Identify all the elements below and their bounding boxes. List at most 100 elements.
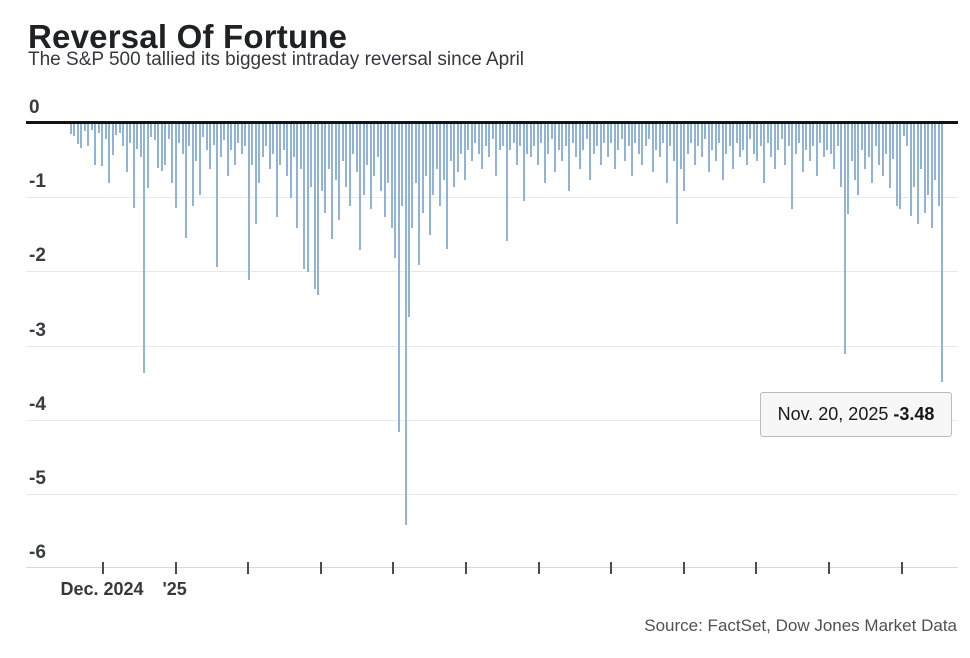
bar[interactable] [481,124,484,169]
bar[interactable] [97,124,100,133]
bar[interactable] [676,124,679,225]
bar[interactable] [251,124,254,165]
bar[interactable] [620,124,623,139]
bar[interactable] [411,124,414,228]
bar[interactable] [150,124,153,138]
bar[interactable] [153,124,156,141]
bar[interactable] [174,124,177,208]
bar[interactable] [683,124,686,191]
bar[interactable] [306,124,309,273]
bar[interactable] [94,124,97,165]
bar[interactable] [805,124,808,150]
bar[interactable] [784,124,787,165]
bar[interactable] [205,124,208,150]
bar[interactable] [303,124,306,269]
bar[interactable] [686,124,689,154]
bar[interactable] [812,124,815,147]
bar[interactable] [348,124,351,206]
bar[interactable] [380,124,383,191]
bar[interactable] [791,124,794,210]
bar[interactable] [171,124,174,184]
bar[interactable] [878,124,881,165]
bar[interactable] [665,124,668,184]
bar[interactable] [606,124,609,158]
bar[interactable] [324,124,327,213]
bar[interactable] [258,124,261,184]
bar[interactable] [265,124,268,147]
bar[interactable] [557,124,560,150]
bar[interactable] [240,124,243,154]
bar[interactable] [359,124,362,251]
bar[interactable] [739,124,741,158]
bar[interactable] [777,124,780,150]
bar[interactable] [554,124,557,173]
bar[interactable] [895,124,898,206]
bar[interactable] [735,124,738,143]
bar[interactable] [432,124,435,195]
bar[interactable] [829,124,832,154]
bar[interactable] [397,124,400,432]
bar[interactable] [394,124,397,258]
bar[interactable] [881,124,884,176]
bar[interactable] [167,124,170,139]
bar[interactable] [216,124,219,268]
bar[interactable] [899,124,902,210]
bar[interactable] [857,124,860,195]
bar[interactable] [589,124,592,180]
bar[interactable] [223,124,226,141]
bar[interactable] [867,124,870,158]
bar[interactable] [296,124,299,228]
bar[interactable] [279,124,282,165]
bar[interactable] [937,124,940,206]
bar[interactable] [310,124,313,187]
bar[interactable] [512,124,515,143]
bar[interactable] [519,124,522,147]
bar[interactable] [414,124,417,184]
bar[interactable] [627,124,630,147]
bar[interactable] [745,124,748,165]
bar[interactable] [219,124,222,158]
bar[interactable] [672,124,675,162]
bar[interactable] [272,124,275,154]
bar[interactable] [460,124,463,154]
bar[interactable] [327,124,330,169]
bar[interactable] [582,124,585,150]
bar[interactable] [101,124,104,167]
bar[interactable] [428,124,431,236]
bar[interactable] [404,124,407,525]
bar[interactable] [261,124,264,158]
bar[interactable] [864,124,867,169]
bar[interactable] [617,124,620,150]
bar[interactable] [83,124,86,132]
bar[interactable] [446,124,449,250]
bar[interactable] [111,124,114,156]
bar[interactable] [599,124,602,165]
bar[interactable] [578,124,581,169]
bar[interactable] [463,124,466,180]
bar[interactable] [752,124,755,154]
bar[interactable] [732,124,735,169]
bar[interactable] [707,124,710,173]
bar[interactable] [843,124,846,354]
bar[interactable] [909,124,912,216]
bar[interactable] [488,124,491,158]
bar[interactable] [536,124,539,165]
bar[interactable] [773,124,776,169]
bar[interactable] [484,124,487,147]
bar[interactable] [610,124,613,143]
bar[interactable] [759,124,762,147]
bar[interactable] [603,124,606,143]
bar[interactable] [787,124,790,147]
bar[interactable] [644,124,647,147]
bar[interactable] [244,124,247,147]
bar[interactable] [449,124,452,162]
bar[interactable] [164,124,167,165]
bar[interactable] [892,124,895,159]
bar[interactable] [286,124,289,176]
bar[interactable] [136,124,139,149]
bar[interactable] [822,124,825,158]
bar[interactable] [237,124,240,143]
bar[interactable] [847,124,850,214]
bar[interactable] [383,124,386,217]
bar[interactable] [435,124,438,169]
